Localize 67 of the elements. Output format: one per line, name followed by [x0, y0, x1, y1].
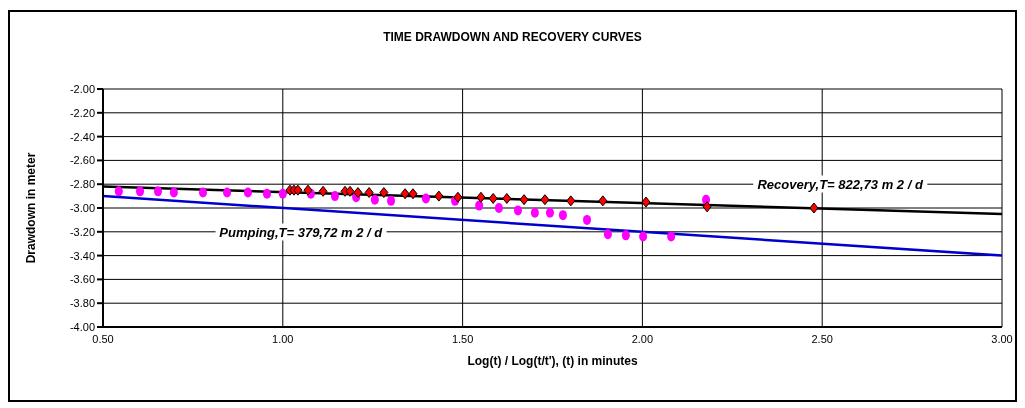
point [641, 196, 651, 208]
y-tick-label: -3.20 [69, 225, 95, 238]
y-tick-label: -3.60 [69, 273, 95, 286]
y-tick-label: -2.20 [69, 106, 95, 119]
point [566, 195, 576, 207]
point [243, 187, 252, 198]
point [530, 207, 539, 218]
point [494, 203, 503, 213]
chart-title: TIME DRAWDOWN AND RECOVERY CURVES [382, 30, 643, 44]
point [262, 188, 271, 199]
point [558, 210, 567, 221]
y-tick-label: -2.60 [69, 154, 95, 167]
point [434, 190, 444, 202]
point [169, 187, 178, 198]
y-tick-label: -3.80 [69, 297, 95, 310]
annotation: Recovery,T= 822,73 m 2 / d [753, 175, 927, 193]
point [667, 231, 676, 242]
point [453, 191, 463, 203]
point [136, 186, 145, 197]
point [513, 205, 522, 216]
x-tick-label: 1.00 [272, 332, 294, 345]
x-tick-label: 2.50 [811, 332, 833, 345]
point [303, 184, 313, 196]
point [598, 195, 608, 207]
point [421, 193, 430, 204]
point [545, 207, 554, 218]
point [387, 195, 396, 206]
point [603, 229, 612, 240]
point [621, 230, 630, 241]
point [345, 185, 355, 197]
point [488, 192, 498, 204]
point [475, 200, 484, 211]
point [400, 188, 410, 200]
y-tick-label: -4.00 [69, 320, 95, 333]
annotation: Pumping,T= 379,72 m 2 / d [215, 223, 387, 241]
y-tick-label: -3.40 [69, 249, 95, 262]
x-axis-title: Log(t) / Log(t/t'), (t) in minutes [467, 354, 638, 368]
point [364, 187, 374, 199]
point [278, 188, 287, 199]
y-axis-title: Drawdown in meter [24, 152, 39, 264]
point [502, 192, 512, 204]
point [318, 185, 328, 197]
point [702, 201, 712, 213]
y-tick-label: -2.00 [69, 82, 95, 95]
point [114, 186, 123, 197]
point [353, 187, 363, 199]
point [519, 194, 529, 206]
y-tick-label: -2.40 [69, 130, 95, 143]
x-tick-label: 2.00 [631, 332, 654, 345]
x-tick-label: 3.00 [991, 332, 1013, 345]
x-tick-label: 0.50 [92, 332, 114, 345]
point [809, 202, 819, 214]
point [223, 187, 232, 198]
y-tick-label: -3.00 [69, 201, 95, 214]
point [293, 184, 303, 196]
point [154, 186, 163, 197]
point [408, 188, 418, 200]
point [476, 191, 486, 203]
point [379, 187, 389, 199]
x-tick-label: 1.50 [451, 332, 474, 345]
point [198, 187, 207, 198]
y-tick-label: -2.80 [69, 178, 95, 191]
point [330, 191, 339, 202]
point [639, 231, 648, 242]
point [540, 194, 550, 206]
point [370, 194, 379, 205]
point [583, 214, 592, 225]
